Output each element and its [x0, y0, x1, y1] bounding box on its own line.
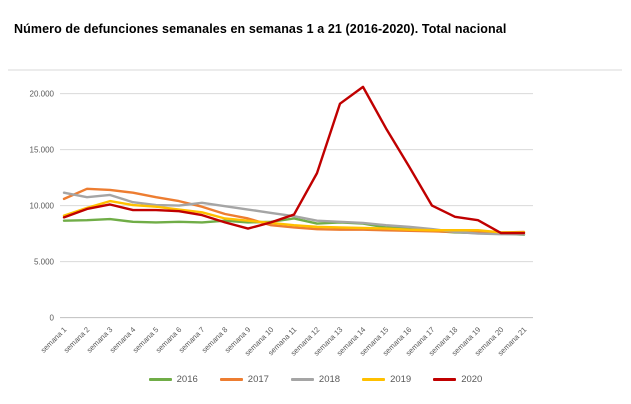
legend-swatch-2020	[433, 378, 457, 381]
legend-swatch-2016	[148, 378, 172, 381]
series-line-2019	[62, 199, 526, 234]
legend-label: 2017	[247, 374, 269, 385]
legend-label: 2019	[390, 374, 412, 385]
legend-item-2016: 2016	[148, 374, 198, 385]
legend-item-2019: 2019	[362, 374, 411, 385]
legend-label: 2018	[318, 374, 341, 385]
chart-legend: 2016 2017 2018 2019 2020	[0, 374, 631, 385]
y-axis-tick-label: 20.000	[30, 89, 55, 98]
legend-label: 2016	[176, 374, 198, 385]
y-axis-tick-label: 15.000	[30, 145, 55, 154]
legend-item-2018: 2018	[290, 374, 341, 385]
legend-item-2020: 2020	[433, 374, 482, 385]
legend-item-2017: 2017	[219, 374, 269, 385]
y-axis-tick-label: 0	[50, 313, 55, 322]
series-line-2020	[62, 85, 526, 235]
y-axis-tick-label: 5.000	[34, 257, 55, 266]
legend-swatch-2018	[290, 378, 314, 381]
chart-title: Número de defunciones semanales en seman…	[14, 22, 507, 36]
y-axis-tick-label: 10.000	[30, 201, 55, 210]
legend-label: 2020	[461, 374, 483, 385]
legend-swatch-2019	[362, 378, 386, 381]
legend-swatch-2017	[219, 378, 243, 381]
